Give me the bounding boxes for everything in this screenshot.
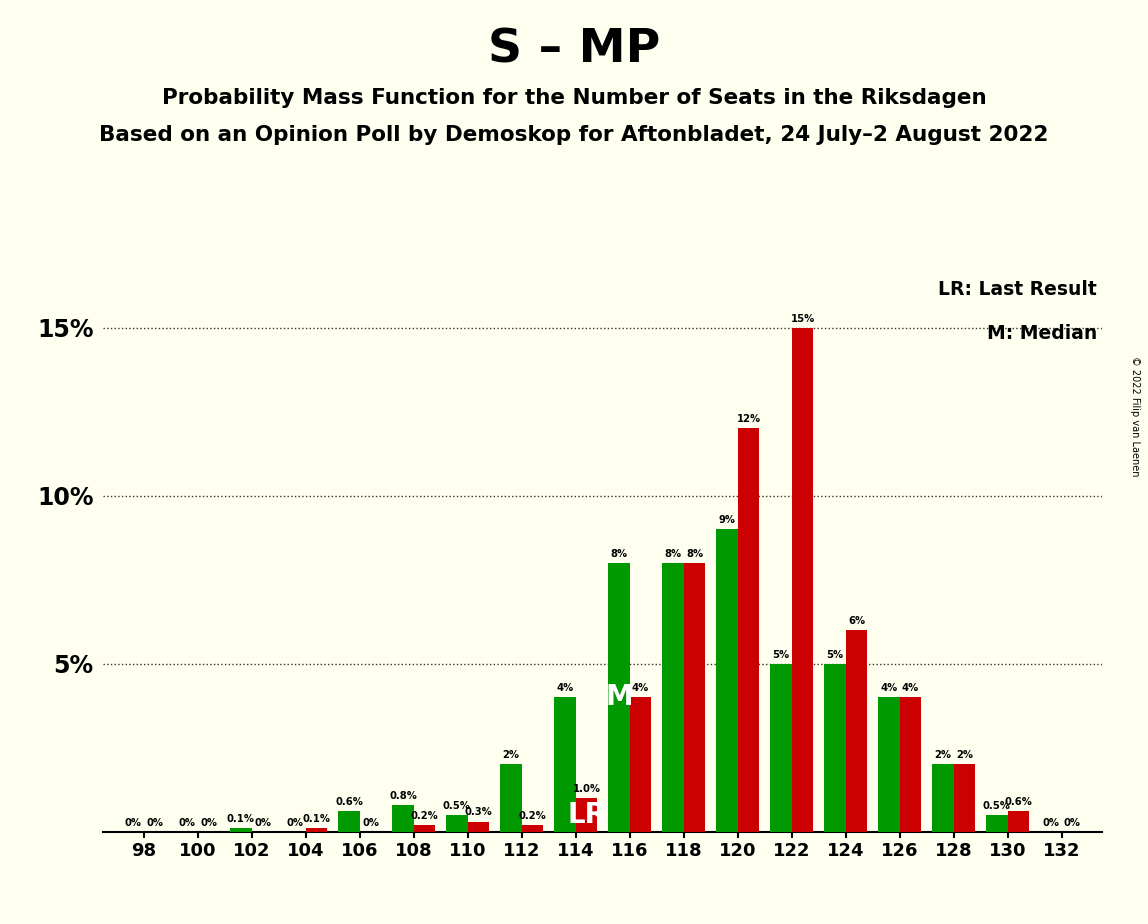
Text: LR: LR <box>567 801 606 829</box>
Text: © 2022 Filip van Laenen: © 2022 Filip van Laenen <box>1130 356 1140 476</box>
Text: 0%: 0% <box>146 818 163 828</box>
Bar <box>393 805 413 832</box>
Bar <box>900 698 921 832</box>
Bar <box>846 630 867 832</box>
Bar <box>575 798 597 832</box>
Bar <box>608 563 630 832</box>
Text: 0%: 0% <box>178 818 195 828</box>
Text: 8%: 8% <box>611 549 628 559</box>
Text: 6%: 6% <box>848 616 864 626</box>
Text: 0%: 0% <box>200 818 217 828</box>
Text: 0%: 0% <box>362 818 379 828</box>
Text: 8%: 8% <box>685 549 703 559</box>
Bar <box>413 825 435 832</box>
Text: 15%: 15% <box>790 313 815 323</box>
Text: 0.1%: 0.1% <box>303 814 331 824</box>
Text: 4%: 4% <box>881 683 898 693</box>
Bar <box>954 764 975 832</box>
Text: 4%: 4% <box>631 683 649 693</box>
Bar <box>339 811 359 832</box>
Text: M: M <box>605 683 633 711</box>
Text: 0.6%: 0.6% <box>335 797 363 808</box>
Bar <box>630 698 651 832</box>
Bar <box>792 328 813 832</box>
Bar <box>770 663 792 832</box>
Bar <box>305 828 327 832</box>
Text: 8%: 8% <box>665 549 682 559</box>
Text: 0.5%: 0.5% <box>443 801 471 810</box>
Text: 2%: 2% <box>934 750 952 760</box>
Bar <box>662 563 684 832</box>
Text: LR: Last Result: LR: Last Result <box>938 280 1097 299</box>
Bar <box>878 698 900 832</box>
Bar <box>986 815 1008 832</box>
Bar <box>824 663 846 832</box>
Text: 4%: 4% <box>902 683 920 693</box>
Text: 0%: 0% <box>124 818 141 828</box>
Bar <box>716 529 738 832</box>
Bar <box>554 698 575 832</box>
Text: 12%: 12% <box>736 414 760 424</box>
Text: 2%: 2% <box>503 750 519 760</box>
Text: 0%: 0% <box>1064 818 1081 828</box>
Bar <box>231 828 251 832</box>
Text: 0%: 0% <box>287 818 303 828</box>
Text: 0.5%: 0.5% <box>983 801 1010 810</box>
Bar <box>447 815 467 832</box>
Bar <box>1008 811 1030 832</box>
Text: 1.0%: 1.0% <box>573 784 600 794</box>
Text: Based on an Opinion Poll by Demoskop for Aftonbladet, 24 July–2 August 2022: Based on an Opinion Poll by Demoskop for… <box>100 125 1048 145</box>
Text: 5%: 5% <box>773 650 790 660</box>
Text: 0%: 0% <box>254 818 271 828</box>
Text: 5%: 5% <box>827 650 844 660</box>
Text: 0.6%: 0.6% <box>1004 797 1032 808</box>
Text: 0.8%: 0.8% <box>389 791 417 801</box>
Text: 0.1%: 0.1% <box>227 814 255 824</box>
Bar <box>932 764 954 832</box>
Text: 0%: 0% <box>1042 818 1060 828</box>
Bar <box>684 563 705 832</box>
Bar <box>467 821 489 832</box>
Bar <box>738 429 759 832</box>
Bar <box>501 764 521 832</box>
Text: 4%: 4% <box>557 683 574 693</box>
Text: 2%: 2% <box>956 750 972 760</box>
Text: M: Median: M: Median <box>987 324 1097 344</box>
Text: Probability Mass Function for the Number of Seats in the Riksdagen: Probability Mass Function for the Number… <box>162 88 986 108</box>
Text: 0.2%: 0.2% <box>411 811 439 821</box>
Text: 9%: 9% <box>719 516 736 525</box>
Text: 0.2%: 0.2% <box>519 811 546 821</box>
Text: 0.3%: 0.3% <box>465 808 492 818</box>
Text: S – MP: S – MP <box>488 28 660 73</box>
Bar <box>521 825 543 832</box>
